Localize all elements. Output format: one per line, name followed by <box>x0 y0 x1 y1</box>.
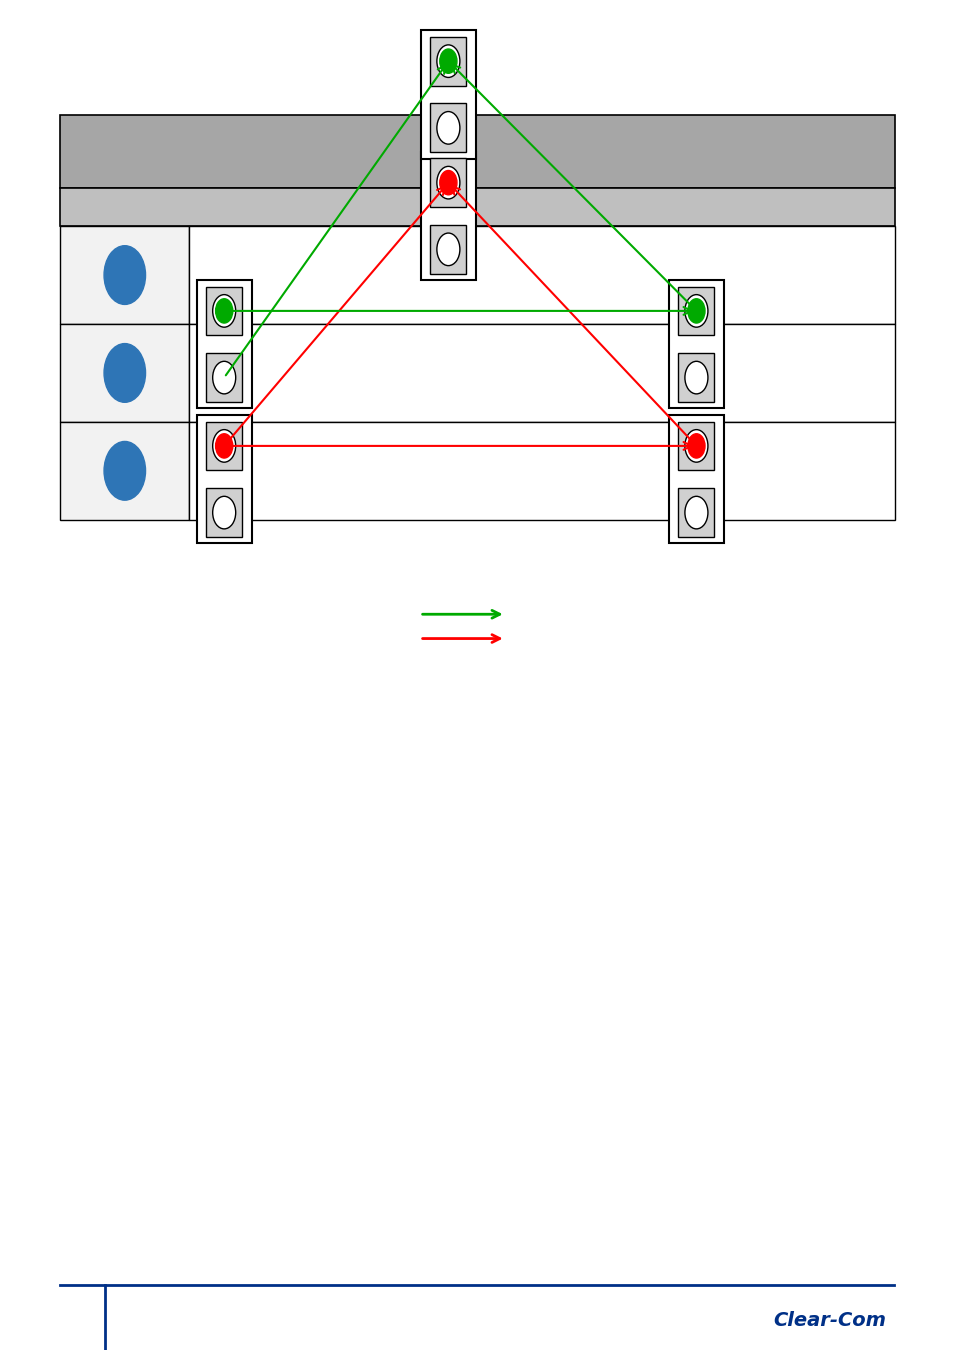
Circle shape <box>436 166 459 198</box>
Bar <box>60 188 894 227</box>
Bar <box>678 354 714 402</box>
Circle shape <box>684 294 707 327</box>
Circle shape <box>436 45 459 77</box>
Circle shape <box>436 112 459 144</box>
Bar <box>60 421 190 520</box>
Bar <box>668 281 723 408</box>
Bar <box>678 489 714 537</box>
Bar <box>206 489 242 537</box>
Circle shape <box>104 246 146 305</box>
Bar <box>190 227 894 324</box>
Circle shape <box>213 497 235 529</box>
Bar <box>430 36 466 85</box>
Circle shape <box>687 298 704 323</box>
Bar <box>60 115 894 188</box>
Circle shape <box>215 298 233 323</box>
Bar <box>430 104 466 153</box>
Circle shape <box>104 343 146 402</box>
Bar <box>190 421 894 520</box>
Circle shape <box>436 234 459 266</box>
Circle shape <box>687 433 704 458</box>
Bar <box>60 324 190 421</box>
Bar <box>430 225 466 274</box>
Circle shape <box>684 497 707 529</box>
Bar <box>190 324 894 421</box>
Bar <box>196 281 252 408</box>
Bar <box>206 286 242 335</box>
Bar <box>206 354 242 402</box>
Circle shape <box>439 49 456 73</box>
Bar <box>430 158 466 207</box>
Circle shape <box>213 294 235 327</box>
Circle shape <box>213 362 235 394</box>
Circle shape <box>684 362 707 394</box>
Circle shape <box>215 433 233 458</box>
Circle shape <box>439 170 456 194</box>
Bar <box>678 286 714 335</box>
Bar <box>196 416 252 544</box>
Bar <box>420 153 476 281</box>
Bar <box>206 421 242 470</box>
Circle shape <box>213 429 235 462</box>
Bar <box>60 227 190 324</box>
Bar <box>678 421 714 470</box>
Circle shape <box>104 441 146 501</box>
Text: Clear-Com: Clear-Com <box>773 1311 885 1330</box>
Circle shape <box>684 429 707 462</box>
Bar <box>668 416 723 544</box>
Bar <box>420 31 476 159</box>
